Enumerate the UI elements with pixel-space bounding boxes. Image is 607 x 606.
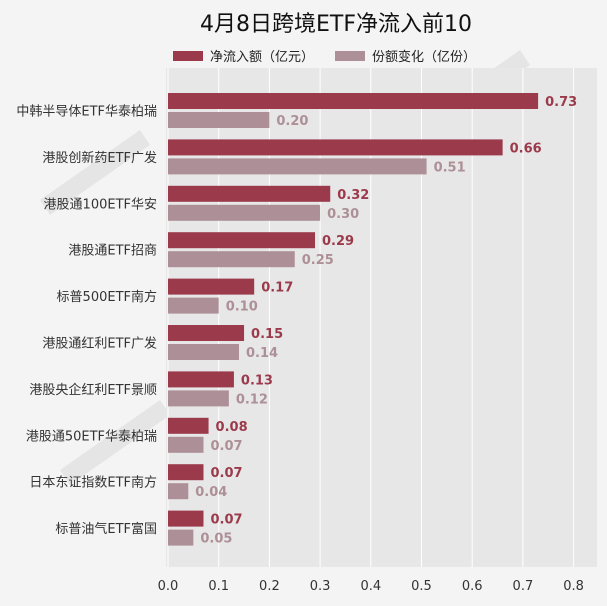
bar-share-change [168,483,189,500]
bar-net-inflow [168,93,539,109]
data-label-net-inflow: 0.08 [216,420,248,435]
data-label-net-inflow: 0.29 [322,234,354,249]
legend-swatch-net-inflow [173,51,203,61]
y-category-label: 标普500ETF南方 [57,289,157,305]
y-category-label: 港股创新药ETF广发 [42,150,157,166]
bar-share-change [168,344,239,360]
data-label-share-change: 0.51 [434,160,466,175]
y-category-label: 日本东证指数ETF南方 [29,475,157,491]
data-label-net-inflow: 0.66 [510,141,542,156]
bar-net-inflow [168,232,316,249]
bar-share-change [168,297,219,314]
bar-labels: 0.73 0.20 0.66 0.51 0.32 0.30 0.29 0.25 0.170.10… [195,95,577,547]
bar-net-inflow [168,371,234,388]
x-tick-label: 0.0 [158,579,179,594]
data-label-share-change: 0.30 [327,207,359,222]
bar-share-change [168,158,427,175]
x-axis-tick-labels: 0.0 0.1 0.2 0.3 0.4 0.5 0.6 0.7 0.8 [158,579,584,594]
bar-net-inflow [168,185,331,202]
y-category-label: 港股通100ETF华安 [44,197,157,212]
y-category-label: 标普油气ETF富国 [55,521,157,537]
data-label-share-change: 0.04 [195,485,227,500]
legend-swatch-share-change [335,51,365,61]
data-label-share-change: 0.25 [302,253,334,268]
bar-share-change [168,112,270,128]
data-label-net-inflow: 0.73 [545,95,577,110]
y-category-label: 港股通50ETF华泰柏瑞 [26,429,157,444]
y-axis-labels: 中韩半导体ETF华泰柏瑞港股创新药ETF广发港股通100ETF华安港股通ETF招… [16,105,157,538]
data-label-net-inflow: 0.17 [261,281,293,296]
x-tick-label: 0.3 [310,579,331,594]
data-label-share-change: 0.20 [276,114,308,129]
data-label-share-change: 0.12 [236,392,268,407]
bar-share-change [168,204,321,221]
x-tick-label: 0.8 [563,579,584,594]
bar-net-inflow [168,510,204,527]
y-category-label: 港股通红利ETF广发 [42,336,157,352]
data-label-net-inflow: 0.32 [337,188,369,203]
y-category-label: 中韩半导体ETF华泰柏瑞 [16,105,157,120]
bar-share-change [168,251,295,268]
bar-share-change [168,529,194,546]
chart-title: 4月8日跨境ETF净流入前10 [200,12,472,37]
data-label-share-change: 0.07 [210,439,242,454]
x-tick-label: 0.4 [360,579,381,594]
bars [168,93,539,546]
data-label-net-inflow: 0.07 [210,513,242,528]
bar-share-change [168,436,204,453]
data-label-net-inflow: 0.15 [251,327,283,342]
bar-net-inflow [168,325,245,341]
x-tick-label: 0.7 [513,579,534,594]
data-label-share-change: 0.14 [246,346,278,361]
bar-net-inflow [168,417,209,434]
x-tick-label: 0.5 [411,579,432,594]
y-category-label: 港股央企红利ETF景顺 [29,382,157,398]
bar-net-inflow [168,139,503,156]
data-label-share-change: 0.10 [226,300,258,315]
y-category-label: 港股通ETF招商 [68,244,157,259]
x-tick-label: 0.1 [208,579,229,594]
bar-share-change [168,390,229,407]
bar-net-inflow [168,464,204,481]
x-tick-label: 0.6 [462,579,483,594]
bar-net-inflow [168,278,255,295]
legend-label-share-change: 份额变化（亿份） [372,49,476,65]
legend: 净流入额（亿元） 份额变化（亿份） [173,49,476,65]
x-tick-label: 0.2 [259,579,280,594]
data-label-net-inflow: 0.13 [241,373,273,388]
data-label-net-inflow: 0.07 [210,466,242,481]
data-label-share-change: 0.05 [200,532,232,547]
legend-label-net-inflow: 净流入额（亿元） [210,50,314,65]
